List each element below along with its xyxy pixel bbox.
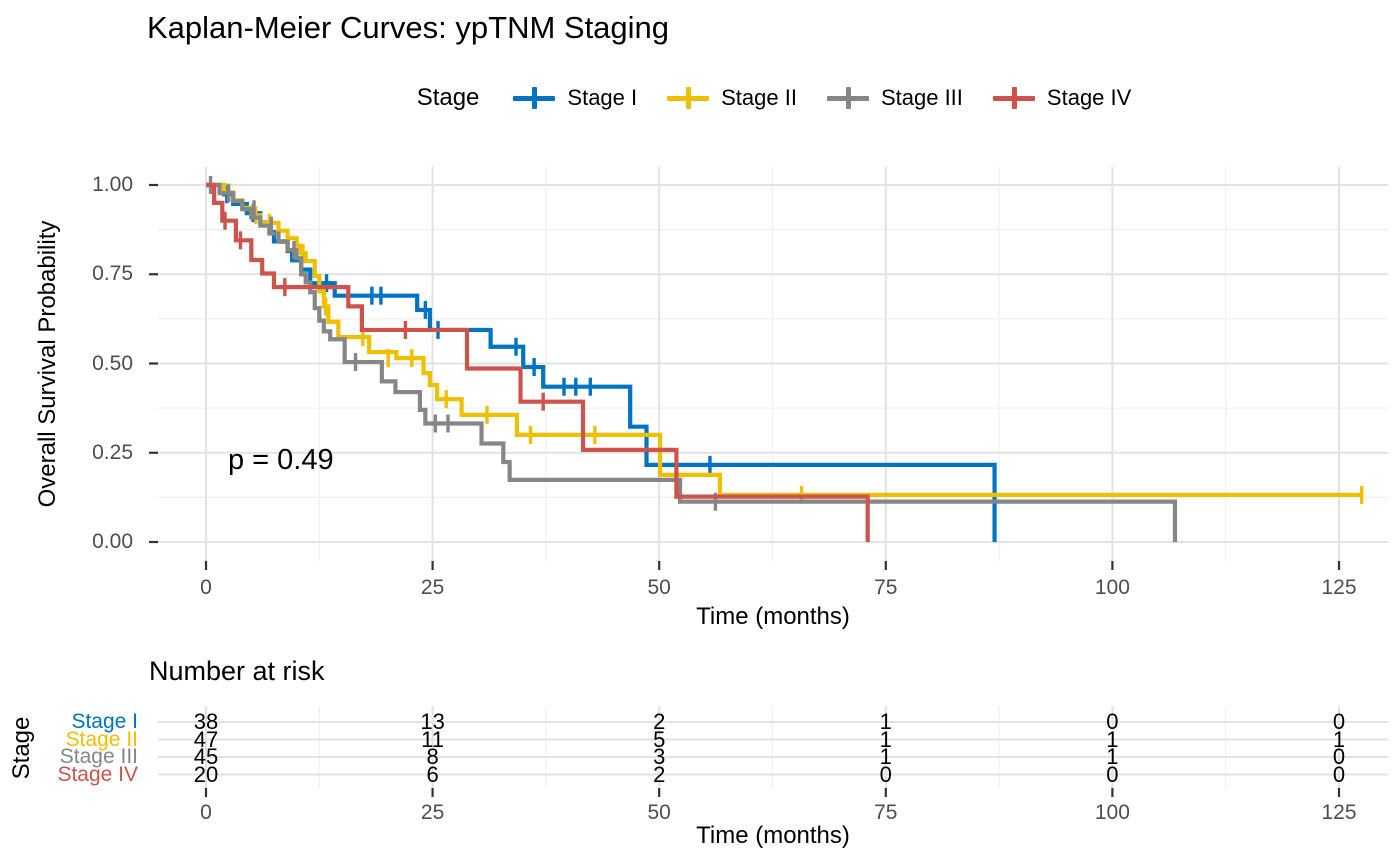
- risk-table-title: Number at risk: [149, 656, 325, 686]
- legend-item-stage-iv: Stage IV: [992, 85, 1132, 111]
- km-curve-stage-ii: [206, 182, 1362, 497]
- legend-label-stage-ii: Stage II: [721, 85, 797, 110]
- stage-i-key-icon: [513, 85, 556, 111]
- risk-count-stage-iv: 0: [879, 761, 892, 787]
- risk-row-label-stage-i: Stage I: [71, 710, 138, 733]
- legend: Stage Stage I Stage II Stage III Stage I…: [74, 76, 1400, 120]
- risk-count-stage-ii: 47: [193, 726, 219, 752]
- risk-x-tick-label: 0: [200, 801, 212, 824]
- risk-count-stage-iv: 20: [193, 761, 219, 787]
- chart-title: Kaplan-Meier Curves: ypTNM Staging: [147, 10, 670, 45]
- y-tick-label: 0.25: [92, 440, 133, 464]
- x-tick-label: 75: [874, 576, 898, 599]
- risk-count-stage-iv: 6: [426, 761, 439, 787]
- risk-count-stage-iv: 0: [1106, 761, 1119, 787]
- risk-count-stage-iv: 0: [1332, 761, 1346, 787]
- x-tick-label: 100: [1094, 576, 1130, 599]
- risk-table-axis-title: Stage: [8, 716, 35, 780]
- risk-count-stage-iii: 3: [653, 744, 666, 769]
- legend-item-stage-ii: Stage II: [667, 85, 797, 111]
- risk-row-label-stage-iii: Stage III: [59, 745, 138, 768]
- risk-count-stage-iii: 1: [879, 744, 892, 769]
- y-tick-label: 0.50: [92, 351, 133, 375]
- risk-count-stage-ii: 1: [1106, 726, 1119, 752]
- risk-count-stage-iii: 0: [1332, 744, 1346, 769]
- stage-iii-key-icon: [826, 85, 869, 111]
- legend-title: Stage: [416, 84, 480, 111]
- legend-item-stage-i: Stage I: [513, 85, 637, 111]
- risk-count-stage-ii: 5: [653, 726, 666, 752]
- x-tick-label: 25: [420, 576, 445, 599]
- risk-x-axis-title: Time (months): [696, 822, 850, 849]
- km-curve-stage-iv: [206, 182, 870, 542]
- risk-count-stage-iii: 8: [426, 744, 439, 769]
- legend-label-stage-i: Stage I: [567, 85, 638, 110]
- risk-count-stage-i: 0: [1332, 709, 1346, 734]
- risk-x-tick-label: 100: [1094, 801, 1130, 824]
- risk-row-label-stage-ii: Stage II: [65, 727, 138, 751]
- risk-x-tick-label: 25: [420, 801, 445, 824]
- legend-label-stage-iv: Stage IV: [1046, 85, 1132, 110]
- risk-count-stage-iii: 1: [1106, 744, 1119, 769]
- risk-x-tick-label: 75: [874, 801, 898, 824]
- risk-count-stage-ii: 1: [879, 726, 892, 752]
- y-tick-label: 0.75: [92, 262, 133, 286]
- risk-count-stage-iv: 2: [653, 761, 666, 787]
- risk-x-tick-label: 125: [1321, 801, 1357, 824]
- x-tick-label: 125: [1321, 576, 1357, 599]
- risk-x-tick-label: 50: [647, 801, 671, 824]
- y-tick-label: 0.00: [92, 530, 133, 553]
- stage-iv-key-icon: [992, 85, 1035, 111]
- risk-count-stage-i: 13: [420, 709, 445, 734]
- risk-count-stage-ii: 11: [421, 726, 445, 752]
- y-tick-label: 1.00: [92, 173, 133, 196]
- risk-count-stage-i: 38: [193, 709, 219, 734]
- risk-count-stage-i: 2: [653, 709, 666, 734]
- x-tick-label: 0: [200, 576, 212, 599]
- p-value-annotation: p = 0.49: [228, 444, 334, 476]
- x-tick-label: 50: [647, 576, 671, 599]
- risk-count-stage-i: 1: [879, 709, 892, 734]
- stage-ii-key-icon: [667, 85, 710, 111]
- risk-row-label-stage-iv: Stage IV: [57, 762, 138, 786]
- legend-label-stage-iii: Stage III: [880, 85, 963, 110]
- x-axis-title: Time (months): [696, 603, 850, 630]
- risk-count-stage-i: 0: [1106, 709, 1119, 734]
- y-axis-title: Overall Survival Probability: [34, 220, 61, 508]
- km-curve-stage-iii: [206, 182, 1178, 542]
- risk-count-stage-iii: 45: [193, 744, 219, 769]
- legend-item-stage-iii: Stage III: [826, 85, 963, 111]
- risk-count-stage-ii: 1: [1332, 726, 1346, 752]
